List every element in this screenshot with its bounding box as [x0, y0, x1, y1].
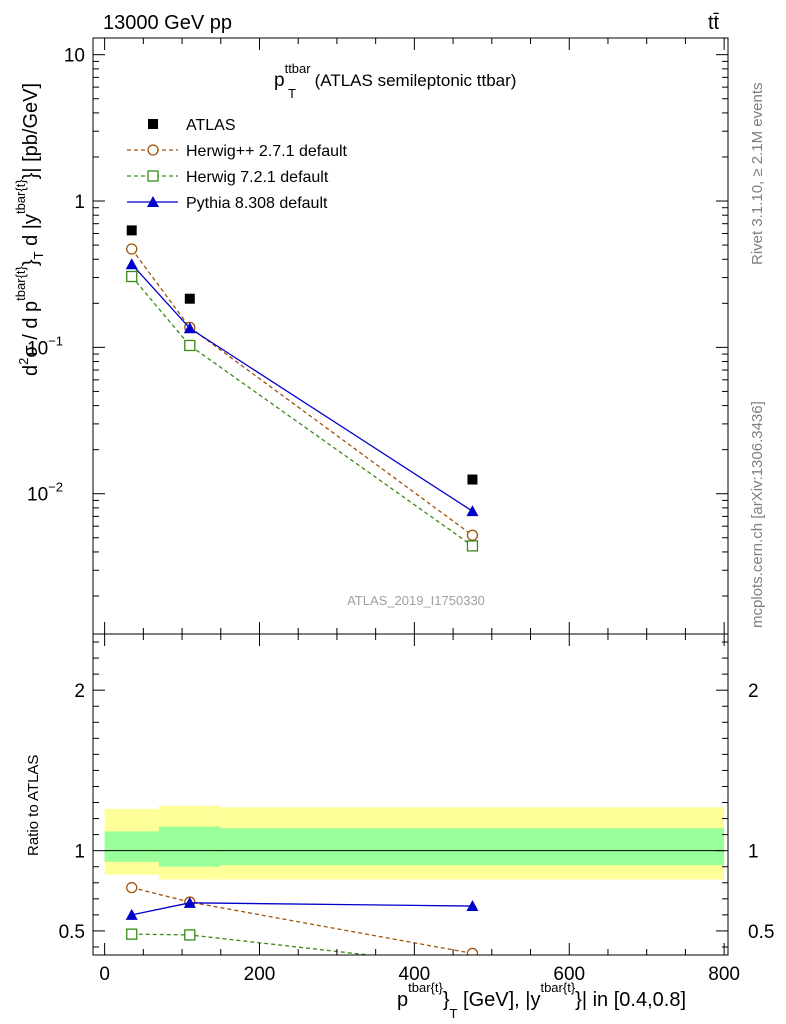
- x-tick-label: 0: [99, 964, 110, 985]
- data-point: [466, 529, 479, 541]
- ratio-ylabel: Ratio to ATLAS: [25, 755, 42, 856]
- rivet-label: Rivet 3.1.10, ≥ 2.1M events: [749, 83, 766, 266]
- x-tick-label: 400: [399, 964, 431, 985]
- series-3: [125, 258, 479, 517]
- series-1: [126, 243, 479, 541]
- title-main: p: [274, 70, 285, 91]
- data-point: [126, 270, 138, 283]
- legend-label: Herwig 7.2.1 default: [186, 169, 329, 186]
- legend-marker: [148, 119, 158, 129]
- x-tick-label: 600: [553, 964, 585, 985]
- x-tick-label: 800: [708, 964, 740, 985]
- legend: ATLAS Herwig++ 2.7.1 default Herwig 7.2.1 …: [127, 117, 348, 212]
- legend-label: Pythia 8.308 default: [186, 195, 328, 212]
- ratio-line: [131, 886, 473, 955]
- ratio-line: [131, 933, 375, 955]
- series-line: [131, 263, 473, 512]
- ratio-y-tick-label: 0.5: [59, 922, 85, 943]
- title-tail: (ATLAS semileptonic ttbar): [315, 71, 517, 90]
- legend-label: Herwig++ 2.7.1 default: [186, 143, 348, 160]
- ratio-point: [125, 908, 138, 920]
- ratio-point: [184, 929, 196, 941]
- ratio-point: [466, 900, 479, 912]
- ratio-point: [183, 896, 196, 908]
- ratio-panel: 0.5 0.5 1 1 2 2 0 200 400 600 800: [59, 633, 774, 985]
- legend-label: ATLAS: [186, 117, 236, 134]
- data-point: [184, 339, 196, 352]
- header-left: 13000 GeV pp: [103, 12, 232, 34]
- ratio-series-1: [126, 928, 375, 955]
- uncertainty-band-green: [104, 831, 159, 862]
- ratio-point: [126, 928, 138, 940]
- uncertainty-band-green: [158, 826, 221, 867]
- ratio-y-tick-label-right: 2: [748, 681, 759, 702]
- main-title: pttbar(ATLAS semileptonic ttbar): [274, 61, 516, 91]
- main-panel: 10 1 10−1 10−2 ATLAS Herwig++ 2.7.1 default He…: [27, 37, 729, 635]
- data-point: [466, 540, 479, 552]
- y-tick-label: 10−2: [27, 480, 63, 506]
- data-point: [125, 258, 138, 270]
- ratio-y-tick-label: 1: [74, 842, 85, 863]
- data-point: [466, 505, 479, 517]
- mcplots-label: mcplots.cern.ch [arXiv:1306.3436]: [749, 401, 766, 628]
- title-sub: T: [288, 86, 296, 101]
- series-0: [126, 225, 478, 485]
- data-point: [126, 243, 138, 255]
- y-tick-label: 10: [64, 46, 85, 67]
- ratio-frame: [92, 633, 729, 956]
- data-point: [467, 474, 478, 485]
- series-2: [126, 270, 479, 552]
- data-point: [126, 225, 137, 236]
- ratio-y-tick-label: 2: [74, 681, 85, 702]
- ratio-y-tick-label-right: 1: [748, 842, 759, 863]
- uncertainty-band-green: [220, 828, 725, 866]
- series-line: [131, 276, 473, 547]
- title-sup: ttbar: [285, 61, 312, 76]
- y-tick-label: 10−1: [27, 333, 63, 359]
- ratio-point: [126, 881, 138, 894]
- series-line: [131, 248, 473, 536]
- data-point: [183, 322, 196, 334]
- x-tick-label: 200: [244, 964, 276, 985]
- ratio-series-2: [125, 896, 479, 920]
- ratio-xlabel: ptbar{t}}T [GeV], |ytbar{t}}| in [0.4,0.…: [397, 980, 686, 1021]
- ratio-line: [131, 902, 473, 916]
- ratio-point: [466, 947, 479, 955]
- y-tick-label: 1: [74, 192, 85, 213]
- ratio-y-tick-label-right: 0.5: [748, 922, 774, 943]
- legend-marker: [147, 144, 159, 156]
- data-point: [184, 293, 195, 304]
- legend-marker: [147, 170, 159, 182]
- watermark: ATLAS_2019_I1750330: [347, 593, 485, 608]
- ratio-content: [104, 805, 725, 955]
- main-ylabel: d2σ / d ptbar{t}}T d |ytbar{t}}| [pb/GeV…: [13, 83, 46, 376]
- header-right: tt̄: [708, 12, 720, 34]
- legend-marker: [147, 196, 159, 207]
